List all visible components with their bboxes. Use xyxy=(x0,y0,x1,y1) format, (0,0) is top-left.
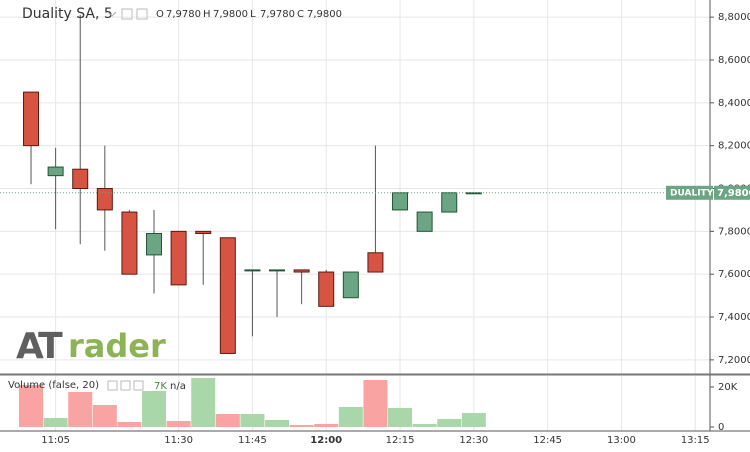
y-tick-label: 20K xyxy=(718,382,738,393)
candle-body xyxy=(342,271,359,299)
settings-icon[interactable] xyxy=(136,8,148,20)
watermark-b: rader xyxy=(68,327,166,365)
ohlc-key: C xyxy=(297,9,304,20)
volume-bar xyxy=(117,422,142,427)
eye-icon[interactable] xyxy=(121,8,133,20)
last-price-tag xyxy=(714,185,750,200)
x-tick-label: 12:00 xyxy=(310,435,342,446)
x-tick-label: 13:15 xyxy=(681,435,710,446)
last-price-label: 7,9800 xyxy=(717,188,750,199)
ohlc-key: L xyxy=(250,9,256,20)
candle-body xyxy=(367,252,384,273)
candle-body xyxy=(293,269,310,273)
volume-bar xyxy=(191,378,216,427)
candle-body xyxy=(244,269,261,272)
candle-body xyxy=(318,271,335,307)
candle-body xyxy=(96,187,113,211)
volume-legend-note: n/a xyxy=(170,381,186,392)
x-tick-label: 12:30 xyxy=(459,435,488,446)
volume-bar xyxy=(338,407,363,427)
ohlc-value: 7,9780 xyxy=(166,9,201,20)
volume-bar xyxy=(240,414,265,427)
candle-body xyxy=(269,269,286,272)
y-tick-label: 7,4000 xyxy=(718,312,750,323)
volume-eye-icon[interactable] xyxy=(107,380,118,391)
volume-bar xyxy=(43,418,68,427)
volume-title: Volume (false, 20) xyxy=(8,380,99,391)
symbol-title: Duality SA, 5 xyxy=(22,6,113,22)
volume-bar xyxy=(388,408,413,427)
y-tick-label: 0 xyxy=(718,422,724,433)
x-tick-label: 12:15 xyxy=(386,435,415,446)
volume-close-icon[interactable] xyxy=(133,380,144,391)
volume-bar xyxy=(314,424,339,427)
volume-bar xyxy=(166,421,191,427)
y-tick-label: 7,2000 xyxy=(718,355,750,366)
candle-body xyxy=(416,211,433,232)
volume-bar xyxy=(215,414,240,427)
candle-body xyxy=(465,192,482,195)
x-tick-label: 11:30 xyxy=(164,435,193,446)
ohlc-value: 7,9800 xyxy=(213,9,248,20)
y-tick-label: 8,8000 xyxy=(718,12,750,23)
volume-bar xyxy=(289,425,314,427)
y-tick-label: 8,2000 xyxy=(718,141,750,152)
candle-body xyxy=(219,237,236,354)
candle-body xyxy=(170,230,187,286)
last-price-name-tag xyxy=(666,185,713,200)
x-tick-label: 11:05 xyxy=(41,435,70,446)
candle-body xyxy=(392,192,409,211)
volume-bar xyxy=(92,405,117,427)
candle-body xyxy=(195,230,212,234)
y-tick-label: 7,6000 xyxy=(718,269,750,280)
dropdown-icon[interactable] xyxy=(107,11,117,17)
x-tick-label: 13:00 xyxy=(607,435,636,446)
volume-bar xyxy=(437,419,462,427)
volume-legend-value: 7K xyxy=(154,381,167,392)
volume-bar xyxy=(363,380,388,427)
volume-bar xyxy=(19,385,44,427)
volume-bar xyxy=(412,424,437,427)
candle-body xyxy=(47,166,64,177)
x-tick-label: 11:45 xyxy=(238,435,267,446)
ohlc-value: 7,9800 xyxy=(307,9,342,20)
candle-body xyxy=(23,91,40,147)
title-icons xyxy=(107,8,148,20)
candle-body xyxy=(146,232,163,256)
ohlc-key: O xyxy=(156,9,164,20)
volume-bar xyxy=(142,391,167,427)
volume-bar xyxy=(68,392,93,427)
last-price-name: DUALITY xyxy=(670,188,714,198)
candle-body xyxy=(441,192,458,213)
ohlc-key: H xyxy=(203,9,211,20)
y-tick-label: 8,4000 xyxy=(718,98,750,109)
y-tick-label: 7,8000 xyxy=(718,226,750,237)
volume-settings-icon[interactable] xyxy=(120,380,131,391)
ohlc-value: 7,9780 xyxy=(260,9,295,20)
volume-bar xyxy=(461,413,486,427)
y-tick-label: 8,6000 xyxy=(718,55,750,66)
candle-body xyxy=(72,168,89,189)
x-tick-label: 12:45 xyxy=(533,435,562,446)
volume-bar xyxy=(265,420,290,427)
watermark-a: AT xyxy=(16,326,63,367)
candle-body xyxy=(121,211,138,275)
